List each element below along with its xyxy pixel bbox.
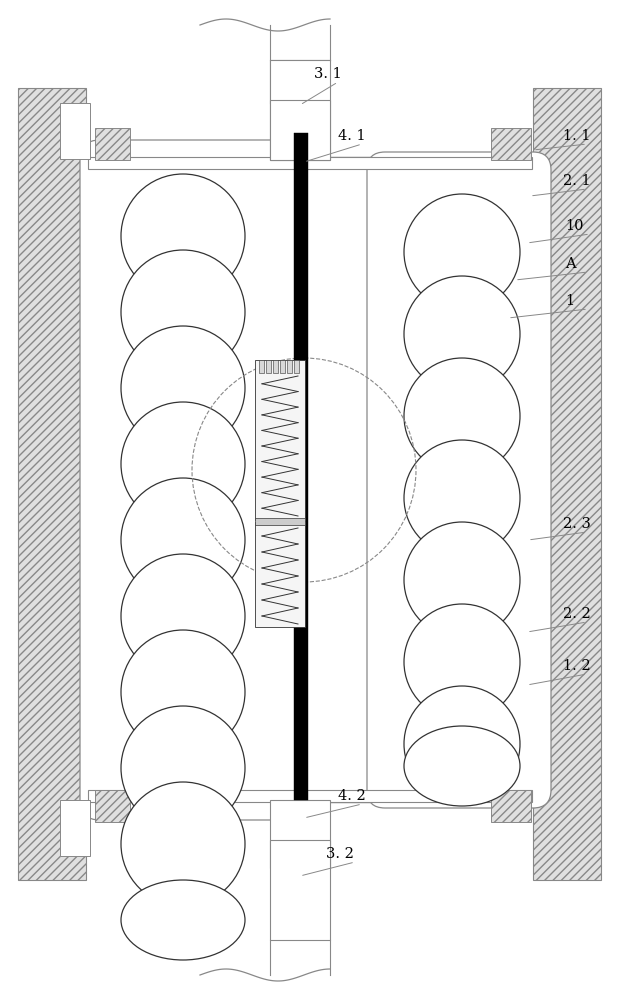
Text: 3. 1: 3. 1 xyxy=(314,67,342,81)
Text: 4. 2: 4. 2 xyxy=(338,789,366,803)
Text: 4. 1: 4. 1 xyxy=(338,129,366,143)
Ellipse shape xyxy=(404,726,520,806)
Bar xyxy=(270,100,330,160)
Bar xyxy=(255,518,305,525)
Bar xyxy=(287,360,292,373)
Bar xyxy=(270,840,330,940)
Bar xyxy=(60,103,90,159)
Ellipse shape xyxy=(121,174,245,298)
Bar xyxy=(88,790,532,802)
Bar xyxy=(95,128,130,160)
Bar xyxy=(294,360,299,373)
Ellipse shape xyxy=(121,782,245,906)
Text: 10: 10 xyxy=(565,219,584,233)
Text: A: A xyxy=(565,257,576,271)
Bar xyxy=(88,157,532,169)
Bar xyxy=(18,88,86,880)
Text: 2. 2: 2. 2 xyxy=(563,607,591,621)
Bar xyxy=(266,360,271,373)
Bar xyxy=(294,133,308,800)
Ellipse shape xyxy=(121,554,245,678)
Bar xyxy=(95,790,130,822)
Bar xyxy=(60,800,90,856)
Text: 1. 1: 1. 1 xyxy=(563,129,591,143)
Ellipse shape xyxy=(404,522,520,638)
Ellipse shape xyxy=(404,358,520,474)
Ellipse shape xyxy=(404,276,520,392)
Ellipse shape xyxy=(121,478,245,602)
Bar xyxy=(491,790,531,822)
Bar xyxy=(255,522,305,627)
Ellipse shape xyxy=(121,250,245,374)
Bar xyxy=(273,360,278,373)
Bar xyxy=(270,800,330,868)
Bar xyxy=(88,157,532,802)
Bar xyxy=(270,60,330,160)
Bar xyxy=(255,360,305,520)
Bar xyxy=(259,360,264,373)
Ellipse shape xyxy=(121,326,245,450)
Ellipse shape xyxy=(404,604,520,720)
Text: 2. 1: 2. 1 xyxy=(563,174,591,188)
Ellipse shape xyxy=(404,686,520,802)
Ellipse shape xyxy=(121,630,245,754)
Ellipse shape xyxy=(121,706,245,830)
Ellipse shape xyxy=(404,194,520,310)
Text: 3. 2: 3. 2 xyxy=(326,847,354,861)
FancyBboxPatch shape xyxy=(80,140,303,820)
Text: 2. 3: 2. 3 xyxy=(563,517,591,531)
Text: 1: 1 xyxy=(565,294,574,308)
Bar xyxy=(491,128,531,160)
FancyBboxPatch shape xyxy=(367,152,551,808)
Text: 1. 2: 1. 2 xyxy=(563,659,591,673)
Bar xyxy=(533,88,601,880)
Ellipse shape xyxy=(121,402,245,526)
Ellipse shape xyxy=(121,880,245,960)
Bar xyxy=(280,360,285,373)
Ellipse shape xyxy=(404,440,520,556)
